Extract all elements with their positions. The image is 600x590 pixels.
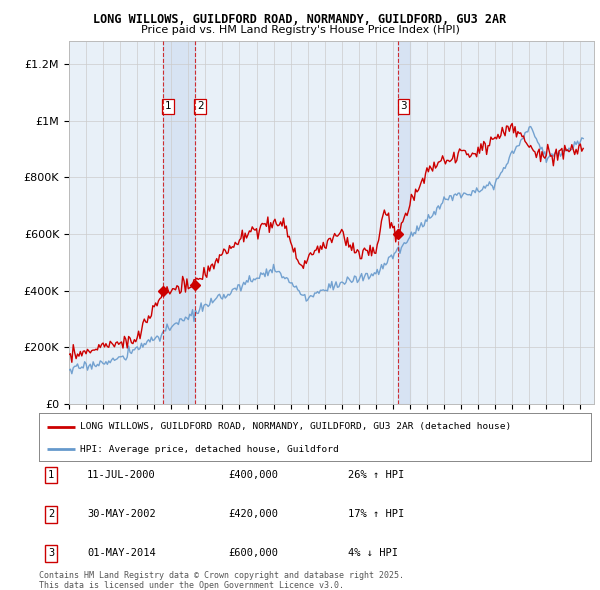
Text: 4% ↓ HPI: 4% ↓ HPI — [348, 549, 398, 558]
Text: 2: 2 — [48, 510, 54, 519]
Text: 11-JUL-2000: 11-JUL-2000 — [87, 470, 156, 480]
Text: 01-MAY-2014: 01-MAY-2014 — [87, 549, 156, 558]
Text: Price paid vs. HM Land Registry's House Price Index (HPI): Price paid vs. HM Land Registry's House … — [140, 25, 460, 35]
Text: LONG WILLOWS, GUILDFORD ROAD, NORMANDY, GUILDFORD, GU3 2AR (detached house): LONG WILLOWS, GUILDFORD ROAD, NORMANDY, … — [80, 422, 512, 431]
Text: HPI: Average price, detached house, Guildford: HPI: Average price, detached house, Guil… — [80, 445, 339, 454]
Text: 26% ↑ HPI: 26% ↑ HPI — [348, 470, 404, 480]
Text: Contains HM Land Registry data © Crown copyright and database right 2025.: Contains HM Land Registry data © Crown c… — [39, 571, 404, 580]
Text: This data is licensed under the Open Government Licence v3.0.: This data is licensed under the Open Gov… — [39, 581, 344, 589]
Text: 3: 3 — [48, 549, 54, 558]
Text: 17% ↑ HPI: 17% ↑ HPI — [348, 510, 404, 519]
Text: £400,000: £400,000 — [228, 470, 278, 480]
Text: £420,000: £420,000 — [228, 510, 278, 519]
Text: 1: 1 — [165, 101, 172, 112]
Text: 1: 1 — [48, 470, 54, 480]
Text: LONG WILLOWS, GUILDFORD ROAD, NORMANDY, GUILDFORD, GU3 2AR: LONG WILLOWS, GUILDFORD ROAD, NORMANDY, … — [94, 13, 506, 26]
Text: 3: 3 — [400, 101, 407, 112]
Bar — [398, 41, 410, 404]
Bar — [163, 41, 196, 404]
Text: 30-MAY-2002: 30-MAY-2002 — [87, 510, 156, 519]
Text: 2: 2 — [197, 101, 203, 112]
Text: £600,000: £600,000 — [228, 549, 278, 558]
